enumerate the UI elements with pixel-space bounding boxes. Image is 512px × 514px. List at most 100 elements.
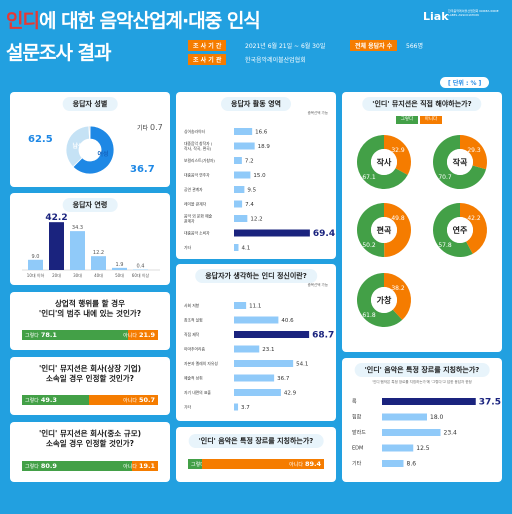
spirit-svg-label-0: 사회 저항 bbox=[184, 303, 200, 308]
spirit-svg-bar-3 bbox=[234, 345, 260, 353]
smallco-question-l1: '인디' 뮤지션은 회사(중소 규모) bbox=[38, 429, 142, 438]
bar-q7-no-label: 아니다 bbox=[123, 397, 137, 404]
spirit-svg-label-1: 창조적 실험 bbox=[184, 318, 203, 323]
spirit-svg-label-7: 기타 bbox=[184, 405, 191, 410]
gender-label-0: 남성 bbox=[72, 142, 83, 150]
genre-title: '인디' 음악은 특정 장르를 지칭하는가? bbox=[354, 363, 490, 377]
direct-title: '인디' 뮤지션은 직접 해야하는가? bbox=[362, 97, 482, 111]
direct-yes-slice-1 bbox=[433, 135, 487, 189]
main-subtitle: 설문조사 결과 bbox=[6, 42, 111, 64]
direct-hole-4 bbox=[371, 287, 397, 313]
activity-svg-bar-5 bbox=[234, 200, 243, 208]
direct-no-slice-1 bbox=[460, 135, 487, 170]
age-bar-2 bbox=[70, 231, 85, 270]
age-tick-3: 40대 bbox=[94, 272, 103, 278]
direct-no-slice-4 bbox=[384, 273, 411, 320]
smallco-card: '인디' 뮤지션은 회사(중소 규모) 소속일 경우 인정할 것인가? 그렇다 8… bbox=[10, 422, 170, 482]
direct-no-value-4: 38.2 bbox=[391, 285, 405, 292]
activity-svg-bar-6 bbox=[234, 215, 248, 222]
logo-subtext: 한국음악레이블산업협회 KOREA INDIE LABEL ASSOCIATIO… bbox=[448, 9, 499, 17]
spirit-svg-label-3: 아마추어리즘 bbox=[184, 347, 205, 352]
bigco-bar: 그렇다 49.3 아니다 50.7 bbox=[22, 395, 158, 405]
spirit-svg-value-5: 36.7 bbox=[277, 376, 290, 382]
activity-svg-bar-3 bbox=[234, 171, 251, 179]
genre-svg-value-0: 37.5 bbox=[479, 398, 501, 408]
direct-yes-slice-3 bbox=[433, 203, 473, 257]
genre-svg-value-1: 18.0 bbox=[430, 414, 444, 421]
unit-badge: [ 단위 : % ] bbox=[440, 77, 490, 88]
smallco-question-l2: 소속일 경우 인정할 것인가? bbox=[45, 439, 135, 448]
genre-svg-bar-2 bbox=[382, 429, 441, 436]
period-label: 조 사 기 간 bbox=[188, 40, 227, 51]
direct-hole-2 bbox=[371, 217, 397, 243]
direct-hole-0 bbox=[371, 149, 397, 175]
direct-hole-1 bbox=[447, 149, 473, 175]
direct-no-slice-0 bbox=[384, 135, 411, 175]
activity-svg-bar-1 bbox=[234, 142, 255, 150]
respondents-label: 전체 응답자 수 bbox=[350, 40, 398, 51]
genre-svg-value-2: 23.4 bbox=[444, 430, 458, 437]
direct-yes-value-3: 57.8 bbox=[438, 242, 452, 249]
spirit-title: 응답자가 생각하는 인디 정신이란? bbox=[195, 269, 317, 283]
age-tick-2: 30대 bbox=[73, 272, 82, 278]
bar-q9-yes-label: 그렇다 bbox=[191, 461, 205, 468]
spirit-svg-label-5: 예술적 성취 bbox=[184, 376, 203, 381]
bar-q6-yes: 그렇다 78.1 bbox=[22, 330, 129, 340]
direct-label-3: 연주 bbox=[453, 225, 468, 235]
bar-q7-yes: 그렇다 49.3 bbox=[22, 395, 90, 405]
genre-svg-bar-3 bbox=[382, 444, 414, 452]
main-title-rest: 에 대한 음악산업계·대중 인식 bbox=[38, 10, 261, 32]
direct-label-0: 작사 bbox=[377, 157, 392, 167]
gender-card: 응답자 성별 남성 여성 기타 62.5 36.7 0.7 bbox=[10, 92, 170, 187]
age-tick-5: 60대 이상 bbox=[132, 272, 150, 278]
genre-svg-label-1: 힙합 bbox=[352, 414, 362, 421]
org-label: 조 사 기 관 bbox=[188, 54, 227, 65]
direct-label-2: 편곡 bbox=[377, 225, 392, 235]
period-value: 2021년 6월 21일 ~ 6월 30일 bbox=[245, 43, 326, 50]
activity-svg-bar-8 bbox=[234, 244, 239, 251]
commercial-question-l2: '인디'의 범주 내에 있는 것인가? bbox=[38, 309, 142, 318]
genre-svg-label-3: EDM bbox=[352, 446, 363, 452]
age-card: 응답자 연령 9.0 10대 이하 42.2 20대 34.3 30대 12.2 40대 1.9… bbox=[10, 193, 170, 285]
activity-svg-label-6-b: 관계자 bbox=[184, 219, 195, 224]
direct-yes-value-4: 61.8 bbox=[362, 312, 376, 319]
age-bar-3 bbox=[91, 256, 106, 270]
spirit-svg-bar-7 bbox=[234, 403, 239, 411]
bigco-question-l2: 소속일 경우 인정할 것인가? bbox=[45, 374, 135, 383]
spirit-svg-bar-2 bbox=[234, 331, 310, 338]
bar-q8-no-value: 19.1 bbox=[138, 462, 155, 470]
direct-yes-value-0: 67.1 bbox=[362, 174, 376, 181]
spirit-svg-value-6: 42.9 bbox=[284, 391, 297, 397]
bar-q8-no-label: 아니다 bbox=[123, 463, 137, 470]
main-title: 인디에 대한 음악산업계·대중 인식 bbox=[6, 6, 261, 33]
gender-label-2: 기타 bbox=[137, 124, 149, 132]
genre-svg-bar-4 bbox=[382, 460, 404, 467]
age-chart: 9.0 10대 이하 42.2 20대 34.3 30대 12.2 40대 1.9 50대 0.4 6… bbox=[22, 213, 160, 278]
spirit-svg-value-2: 68.7 bbox=[312, 331, 334, 341]
activity-card: 응답자 활동 영역 중복선택 가능 싱어송라이터 16.6 대중음악 창작자 (작사… bbox=[176, 92, 336, 259]
activity-svg-value-6: 12.2 bbox=[250, 217, 262, 223]
bar-q9-no-value: 89.4 bbox=[304, 460, 321, 468]
genre-yn-title: '인디' 음악은 특정 장르를 지칭하는가? bbox=[188, 434, 324, 448]
direct-no-slice-3 bbox=[460, 203, 487, 254]
bar-q9-no: 아니다 89.4 bbox=[202, 459, 324, 469]
org-value: 한국음악레이블산업협회 bbox=[245, 57, 306, 64]
bigco-card: '인디' 뮤지션은 회사(상장 기업) 소속일 경우 인정할 것인가? 그렇다 4… bbox=[10, 357, 170, 415]
genre-chart: 록 37.5 힙합 18.0 발라드 23.4 EDM 12.5 기타 8.6 bbox=[352, 398, 501, 468]
direct-yes-value-2: 50.2 bbox=[362, 242, 376, 249]
smallco-bar: 그렇다 80.9 아니다 19.1 bbox=[22, 461, 158, 471]
bar-q6-yes-label: 그렇다 bbox=[25, 332, 39, 339]
activity-svg-bar-4 bbox=[234, 186, 245, 193]
activity-note: 중복선택 가능 bbox=[307, 111, 328, 115]
activity-svg-value-2: 7.2 bbox=[245, 159, 254, 165]
genre-card: '인디' 음악은 특정 장르를 지칭하는가? '인디'음악은 특정 장르를 지칭… bbox=[342, 358, 502, 482]
age-value-1: 42.2 bbox=[45, 213, 67, 223]
age-value-3: 12.2 bbox=[93, 250, 104, 256]
activity-svg-label-6: 음악 외 문화 예술 bbox=[184, 214, 213, 219]
spirit-svg-bar-5 bbox=[234, 374, 275, 382]
direct-yes-slice-0 bbox=[357, 135, 408, 189]
bar-q8-yes-value: 80.9 bbox=[40, 462, 57, 470]
activity-svg-label-7: 대중음악 소비자 bbox=[184, 231, 210, 236]
